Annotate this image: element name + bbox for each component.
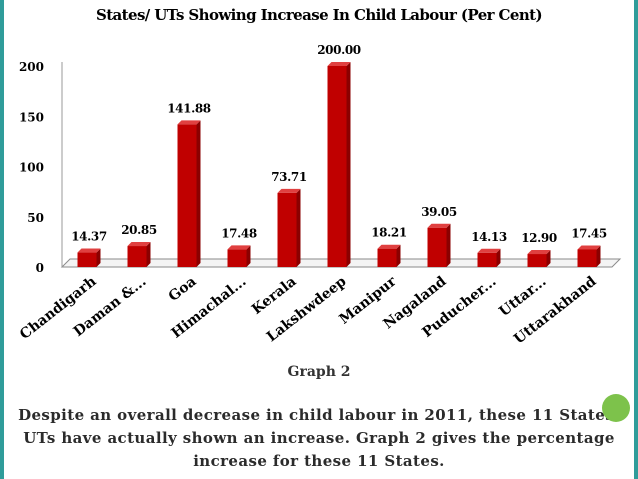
bar bbox=[227, 249, 247, 267]
data-label: 39.05 bbox=[421, 205, 457, 219]
y-tick-label: 100 bbox=[19, 161, 44, 175]
bar-side bbox=[96, 248, 101, 267]
slide-frame-right bbox=[634, 0, 638, 479]
x-tick-label: Goa bbox=[166, 274, 200, 305]
data-label: 17.45 bbox=[571, 226, 607, 240]
bar-side bbox=[596, 245, 601, 267]
bar-top bbox=[227, 245, 251, 250]
bar bbox=[277, 192, 297, 267]
bar-side bbox=[346, 62, 351, 267]
bar-top bbox=[527, 250, 551, 255]
bar-top bbox=[277, 188, 301, 193]
page-indicator-dot bbox=[602, 394, 630, 422]
y-tick-label: 200 bbox=[19, 60, 44, 74]
bar-side bbox=[196, 120, 201, 267]
graph-label: Graph 2 bbox=[287, 364, 351, 380]
bar-side bbox=[496, 248, 501, 267]
bar-side bbox=[146, 242, 151, 267]
bar-top bbox=[577, 245, 601, 250]
bar-top bbox=[77, 248, 101, 253]
bar bbox=[177, 124, 197, 267]
data-label: 18.21 bbox=[371, 226, 407, 240]
slide-frame-left bbox=[0, 0, 4, 479]
y-tick-label: 50 bbox=[27, 211, 44, 225]
data-label: 20.85 bbox=[121, 223, 157, 237]
data-label: 141.88 bbox=[167, 101, 211, 115]
data-label: 14.13 bbox=[471, 230, 507, 244]
bar-top bbox=[477, 248, 501, 253]
bar bbox=[577, 249, 597, 267]
y-tick-label: 0 bbox=[36, 261, 44, 275]
bar-top bbox=[127, 242, 151, 247]
bar bbox=[127, 246, 147, 267]
bar bbox=[427, 227, 447, 267]
bar bbox=[527, 254, 547, 267]
data-label: 12.90 bbox=[521, 231, 557, 245]
bar-top bbox=[377, 244, 401, 249]
bar bbox=[327, 66, 347, 267]
y-tick-label: 150 bbox=[19, 110, 44, 124]
bar bbox=[477, 252, 497, 267]
bar-top bbox=[177, 120, 201, 125]
bar bbox=[77, 252, 97, 267]
data-label: 14.37 bbox=[71, 230, 107, 244]
bar-side bbox=[246, 245, 251, 267]
bar-top bbox=[427, 223, 451, 228]
bar-side bbox=[396, 244, 401, 267]
bar bbox=[377, 248, 397, 267]
bar-top bbox=[327, 62, 351, 66]
data-label: 200.00 bbox=[317, 43, 361, 57]
bar-side bbox=[296, 188, 301, 267]
bar-side bbox=[546, 250, 551, 267]
caption-text: Despite an overall decrease in child lab… bbox=[18, 406, 620, 470]
data-label: 17.48 bbox=[221, 226, 257, 240]
chart-title: States/ UTs Showing Increase In Child La… bbox=[96, 6, 543, 24]
bar-side bbox=[446, 223, 451, 267]
data-label: 73.71 bbox=[271, 170, 307, 184]
